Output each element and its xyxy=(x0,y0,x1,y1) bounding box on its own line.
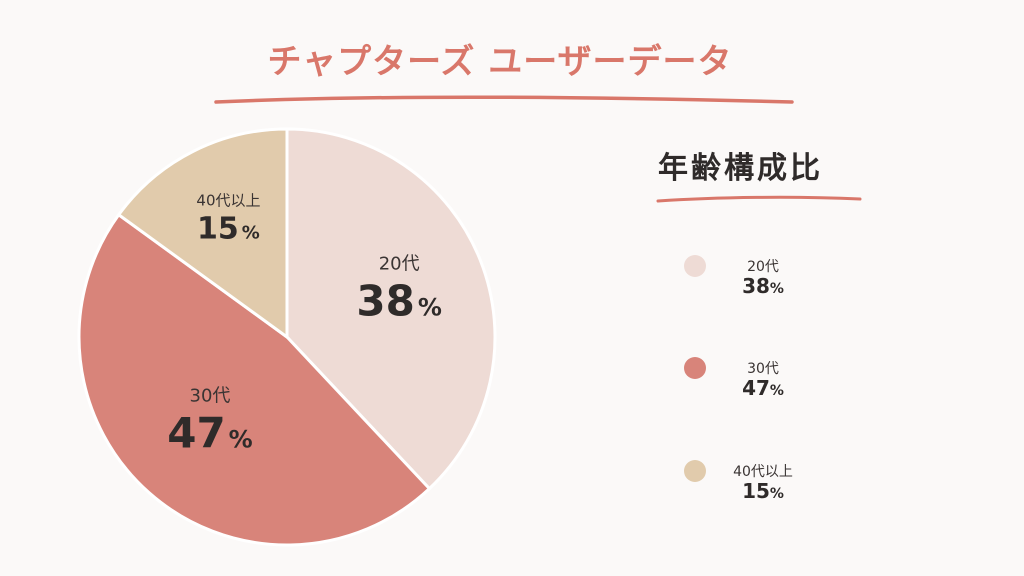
pie-slice-2 xyxy=(77,212,432,547)
legend-label: 20代 xyxy=(747,259,779,275)
slice-category-label: 40代以上 xyxy=(196,192,260,210)
legend-item: 30代 47% xyxy=(672,352,832,412)
slice-category-label: 30代 xyxy=(190,385,231,406)
legend-label: 30代 xyxy=(747,361,779,377)
slice-value-label: 38% xyxy=(356,277,442,326)
legend-underline xyxy=(656,195,862,203)
legend-item: 40代以上 15% xyxy=(672,455,832,515)
legend-color-dot xyxy=(684,357,706,379)
legend-value: 38% xyxy=(742,274,784,298)
pie-slice-3 xyxy=(116,127,289,340)
title-underline xyxy=(214,95,794,104)
legend-value: 47% xyxy=(742,376,784,400)
legend-color-dot xyxy=(684,255,706,277)
legend-title: 年齢構成比 xyxy=(658,151,823,186)
pie-slice-1 xyxy=(285,127,497,491)
legend-value: 15% xyxy=(742,479,784,503)
slice-category-label: 20代 xyxy=(379,253,420,274)
slice-value-label: 47% xyxy=(167,408,253,457)
legend-color-dot xyxy=(684,460,706,482)
page-title: チャプターズ ユーザーデータ xyxy=(267,42,733,82)
legend-item: 20代 38% xyxy=(672,250,832,310)
legend-label: 40代以上 xyxy=(733,464,793,480)
slice-value-label: 15% xyxy=(197,212,260,247)
